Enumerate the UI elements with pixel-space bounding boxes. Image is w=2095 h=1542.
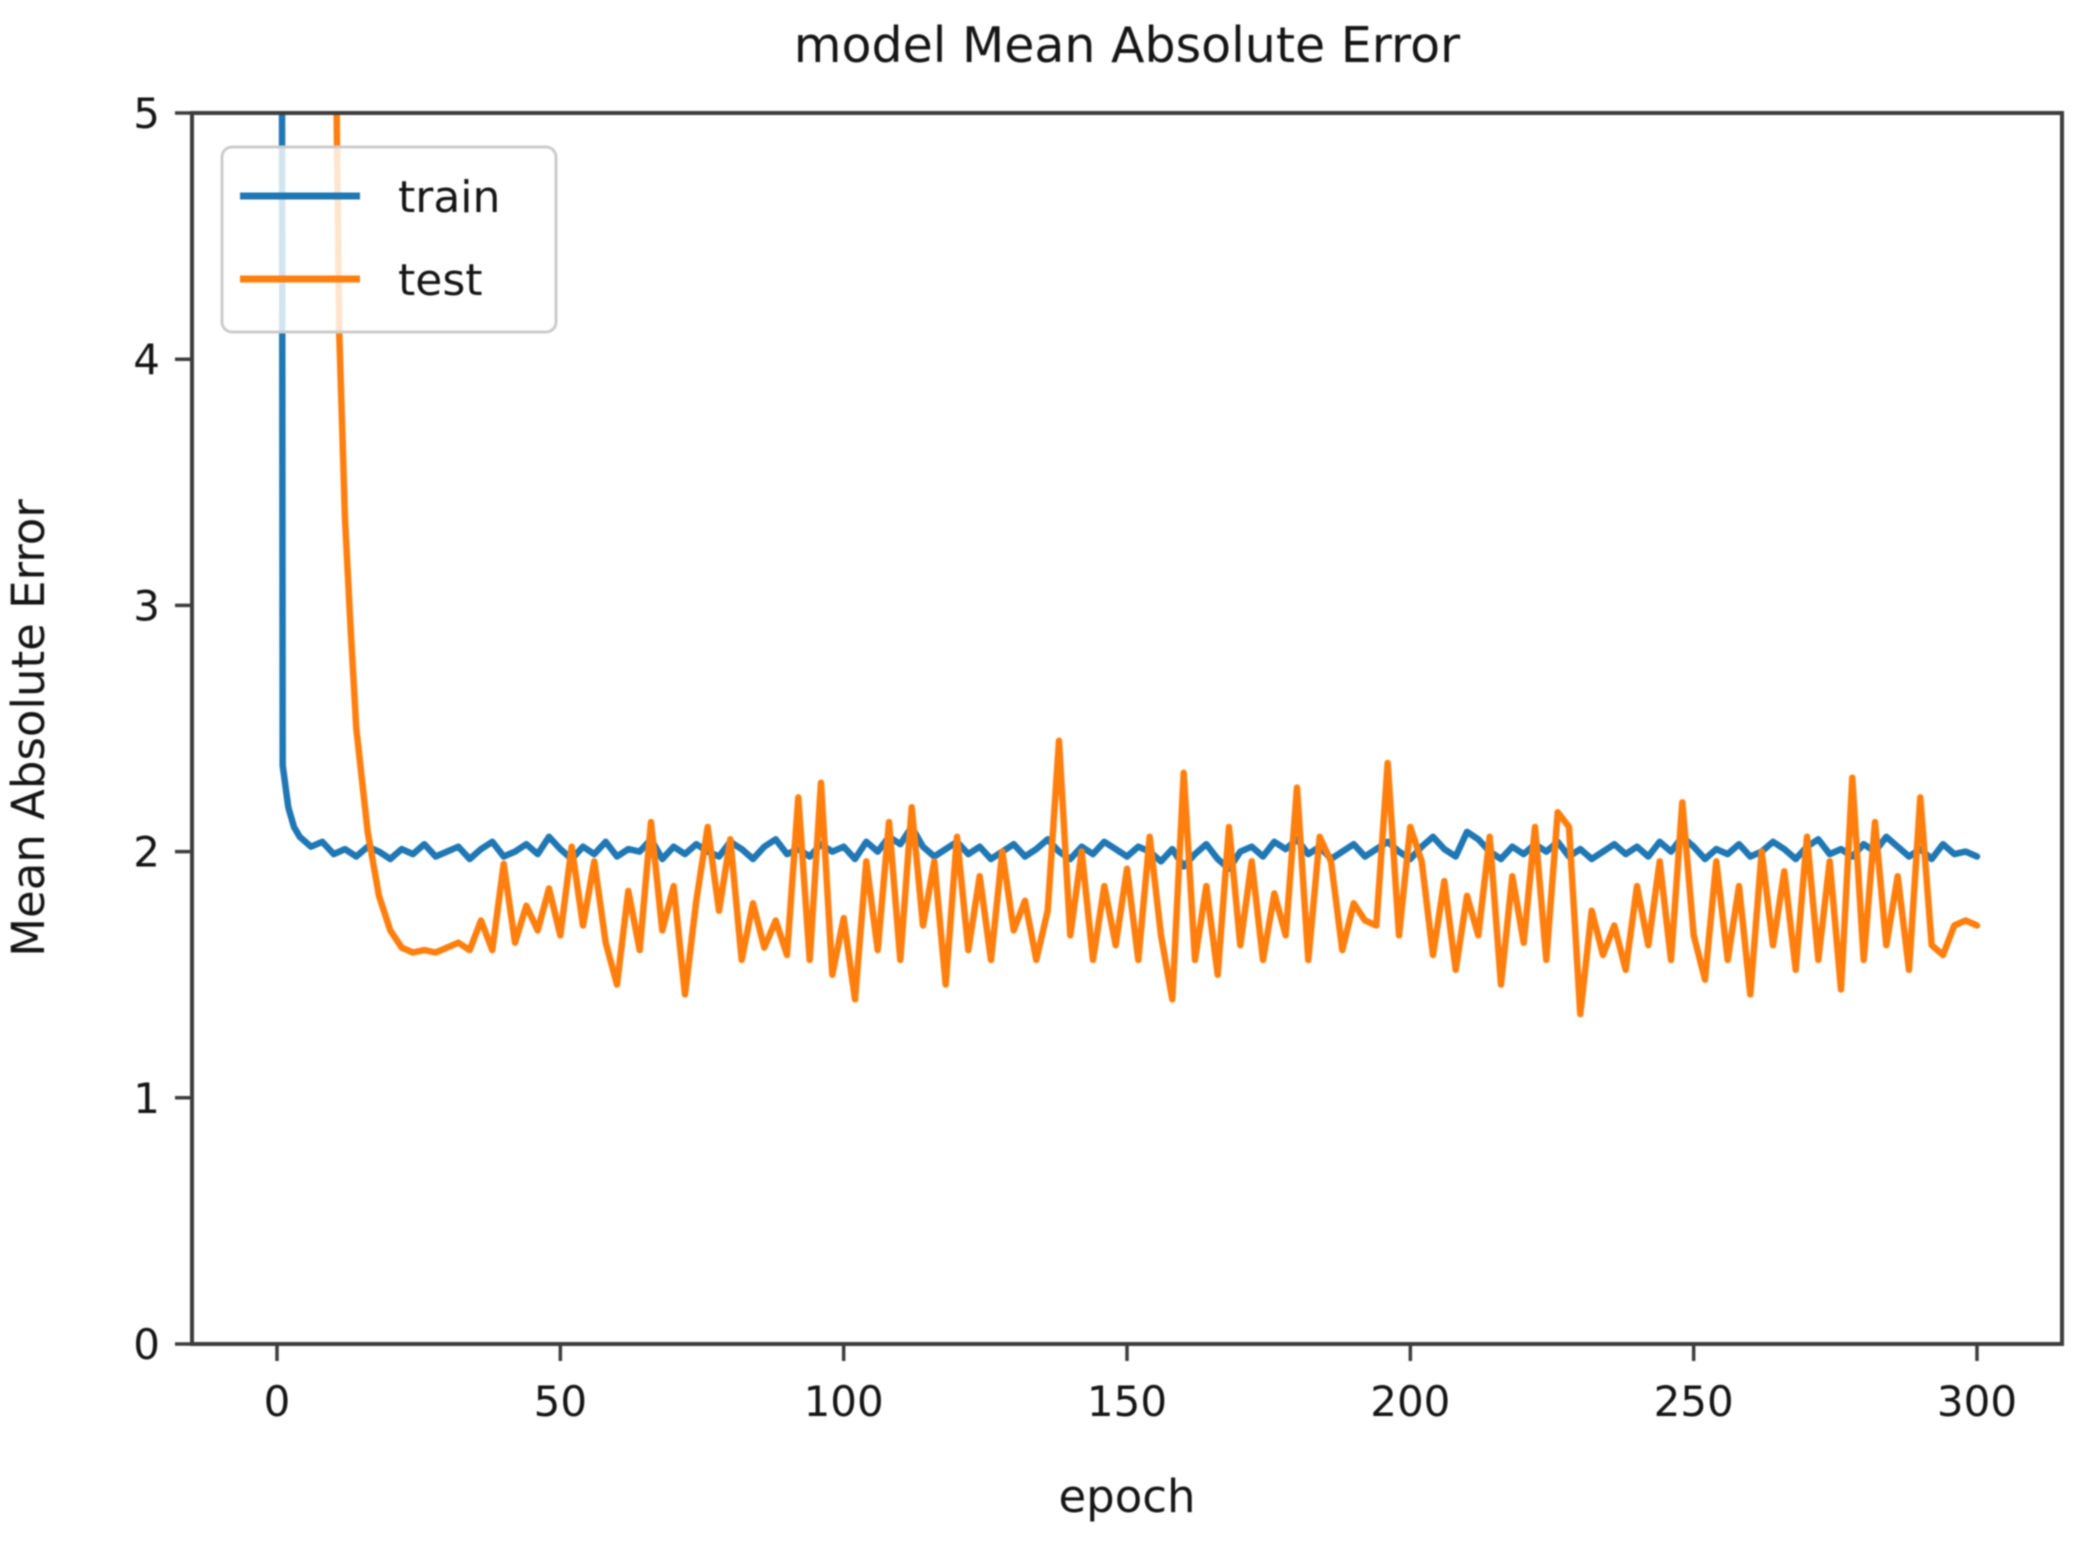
chart-title: model Mean Absolute Error — [794, 17, 1461, 74]
y-tick-label: 1 — [133, 1074, 160, 1123]
x-tick-label: 150 — [1087, 1377, 1167, 1426]
y-axis-label: Mean Absolute Error — [2, 499, 55, 957]
x-tick-label: 300 — [1937, 1377, 2017, 1426]
y-tick-label: 5 — [133, 89, 160, 138]
legend-test-label: test — [398, 255, 483, 306]
test-line — [333, 113, 1981, 1018]
y-tick-label: 3 — [133, 581, 160, 630]
x-tick-label: 50 — [534, 1377, 587, 1426]
x-tick-label: 250 — [1654, 1377, 1734, 1426]
plot-series — [278, 113, 1981, 1018]
y-tick-label: 4 — [133, 335, 160, 384]
plot-frame — [190, 111, 2064, 1346]
x-axis-ticks: 0 50 100 150 200 250 300 — [264, 1344, 2017, 1426]
x-tick-label: 100 — [804, 1377, 884, 1426]
x-tick-label: 200 — [1370, 1377, 1450, 1426]
legend-train-label: train — [398, 172, 500, 223]
x-tick-label: 0 — [264, 1377, 291, 1426]
legend-box — [220, 145, 558, 334]
x-axis-label: epoch — [1058, 1470, 1195, 1523]
legend: train test — [220, 145, 558, 334]
y-tick-label: 2 — [133, 828, 160, 877]
y-tick-label: 0 — [133, 1320, 160, 1369]
train-line — [278, 113, 1981, 873]
y-axis-ticks: 0 1 2 3 4 5 — [133, 89, 192, 1369]
